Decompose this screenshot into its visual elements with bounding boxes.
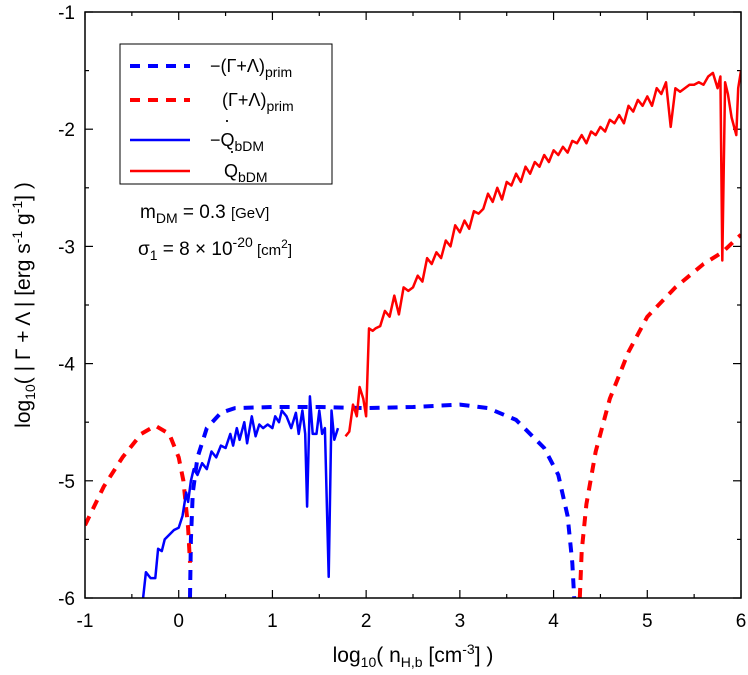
- series-line-1-dashed: [85, 423, 192, 563]
- series-layer: [85, 70, 741, 598]
- annotation-mass: mDM = 0.3 [GeV]: [140, 202, 269, 226]
- legend-qdot-dot-1: ·: [224, 110, 230, 130]
- x-tick-label: 6: [736, 611, 747, 632]
- x-tick-label: 1: [267, 611, 278, 632]
- plot-frame: [84, 11, 742, 599]
- series-line-0-dashed: [188, 402, 577, 598]
- y-tick-label: -1: [58, 3, 75, 24]
- x-tick-label: -1: [77, 611, 94, 632]
- x-tick-label: 5: [642, 611, 653, 632]
- annotation-sigma: σ1 = 8 × 10-20 [cm2]: [138, 234, 292, 263]
- x-tick-label: 0: [173, 611, 184, 632]
- y-tick-label: -4: [58, 355, 75, 376]
- series-line-3-solid: [141, 395, 340, 598]
- x-tick-label: 2: [361, 611, 372, 632]
- series-line-2-dashed: [577, 233, 741, 598]
- tick-labels: -1 0 1 2 3 4 5 6 -6 -5 -4 -3 -2 -1: [58, 3, 746, 632]
- y-tick-label: -6: [58, 589, 75, 610]
- y-tick-label: -2: [58, 120, 75, 141]
- x-tick-label: 3: [455, 611, 466, 632]
- y-axis-title: log10( | Γ + Λ | [erg s-1 g-1] ): [9, 182, 38, 428]
- legend-qdot-dot-2: ·: [229, 141, 235, 161]
- y-tick-label: -3: [58, 237, 75, 258]
- series-line-4-solid: [344, 70, 741, 438]
- legend: −(Γ+Λ)prim (Γ+Λ)prim −QbDM · QbDM ·: [119, 43, 333, 185]
- y-tick-label: -5: [58, 472, 75, 493]
- x-tick-label: 4: [548, 611, 559, 632]
- x-axis-title: log10( nH,b [cm-3] ): [333, 641, 494, 670]
